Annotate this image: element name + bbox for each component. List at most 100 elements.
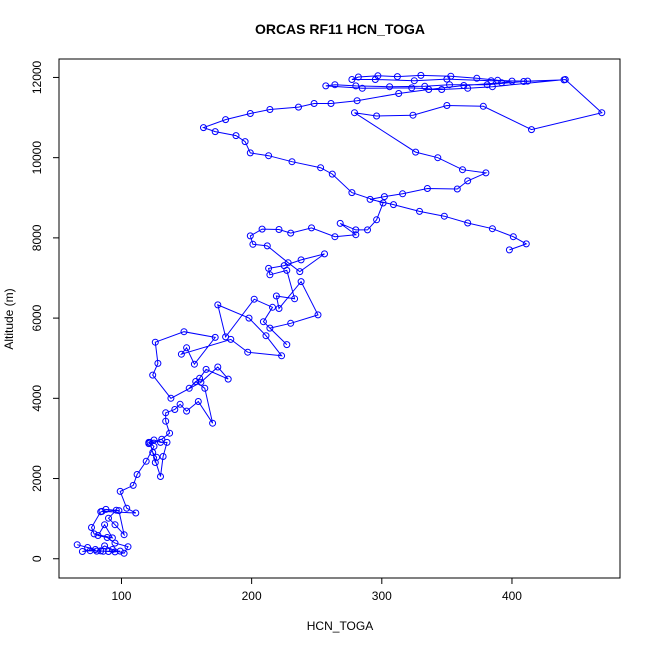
data-point — [308, 224, 315, 232]
data-point — [265, 264, 273, 272]
data-point — [327, 100, 335, 107]
data-point — [222, 116, 230, 124]
data-point — [409, 111, 417, 119]
data-point — [509, 233, 517, 241]
data-point — [522, 240, 530, 248]
data-point — [284, 259, 292, 267]
data-point — [336, 219, 344, 227]
data-point — [133, 471, 141, 478]
data-point — [246, 232, 254, 240]
data-point — [159, 453, 167, 460]
data-point — [88, 524, 95, 531]
data-point — [438, 86, 446, 93]
data-point — [151, 338, 159, 346]
data-point — [167, 394, 175, 402]
data-point — [348, 76, 356, 83]
data-point — [157, 473, 164, 480]
series-layer — [73, 71, 606, 557]
data-point — [183, 344, 191, 352]
data-point — [379, 199, 387, 207]
data-point — [120, 549, 128, 557]
data-point — [116, 547, 124, 555]
data-point — [185, 384, 193, 392]
data-point — [108, 546, 116, 553]
data-point — [410, 77, 418, 85]
data-point — [105, 514, 112, 522]
data-point — [275, 226, 283, 233]
data-point — [314, 311, 322, 319]
data-point — [269, 303, 276, 311]
data-point — [263, 242, 271, 250]
data-point — [84, 544, 92, 551]
data-point — [440, 212, 448, 220]
data-point — [266, 324, 274, 332]
y-tick-label: 6000 — [30, 304, 44, 331]
data-point — [93, 547, 101, 555]
data-point — [250, 295, 258, 303]
data-point — [154, 359, 162, 367]
data-point — [196, 374, 204, 382]
data-point — [412, 148, 420, 156]
data-point — [331, 81, 339, 89]
data-point — [395, 90, 403, 97]
data-point — [209, 419, 217, 427]
data-point — [366, 195, 374, 203]
y-tick-label: 4000 — [30, 385, 44, 412]
data-point — [390, 201, 397, 209]
data-point — [464, 219, 472, 227]
data-point — [421, 82, 429, 90]
data-point — [171, 406, 179, 413]
data-point — [115, 507, 123, 515]
data-point — [91, 546, 99, 553]
data-point — [200, 124, 207, 132]
data-point — [386, 83, 394, 91]
data-point — [266, 271, 274, 279]
data-point — [287, 319, 295, 327]
data-point — [78, 548, 86, 555]
data-point — [149, 371, 157, 379]
data-point — [241, 138, 249, 146]
y-tick-label: 10000 — [30, 141, 44, 175]
data-point — [393, 73, 401, 81]
data-point — [373, 216, 381, 224]
data-point — [561, 76, 569, 83]
data-point — [322, 82, 330, 90]
data-point — [112, 506, 120, 514]
data-point — [275, 305, 283, 312]
data-point — [358, 84, 366, 92]
data-point — [434, 154, 442, 162]
data-point — [464, 84, 472, 92]
data-point — [105, 548, 112, 555]
data-point — [129, 481, 137, 489]
data-point — [416, 207, 423, 215]
data-point — [283, 341, 291, 349]
data-point — [488, 83, 496, 91]
data-point — [73, 541, 81, 549]
data-point — [317, 164, 325, 172]
data-point — [417, 71, 425, 79]
data-point — [176, 400, 184, 408]
x-tick-label: 100 — [111, 589, 131, 603]
data-point — [297, 278, 305, 286]
data-point — [249, 240, 257, 248]
data-point — [287, 229, 295, 237]
data-point — [166, 429, 174, 437]
data-point — [90, 530, 98, 538]
data-point — [163, 438, 171, 446]
data-point — [222, 333, 230, 341]
data-point — [151, 459, 159, 466]
y-axis: 0 2000 4000 6000 8000 10000 12000 — [30, 60, 59, 562]
data-point — [508, 77, 516, 85]
data-point — [459, 166, 466, 174]
y-tick-label: 2000 — [30, 465, 44, 492]
data-point — [162, 409, 170, 417]
data-point — [158, 435, 166, 443]
data-point — [494, 76, 502, 84]
data-point — [116, 487, 124, 495]
data-point — [180, 328, 188, 336]
y-axis-label: Altitude (m) — [2, 288, 16, 349]
data-point — [482, 169, 490, 177]
data-point — [262, 332, 270, 340]
x-axis: 100 200 300 400 — [111, 578, 522, 603]
